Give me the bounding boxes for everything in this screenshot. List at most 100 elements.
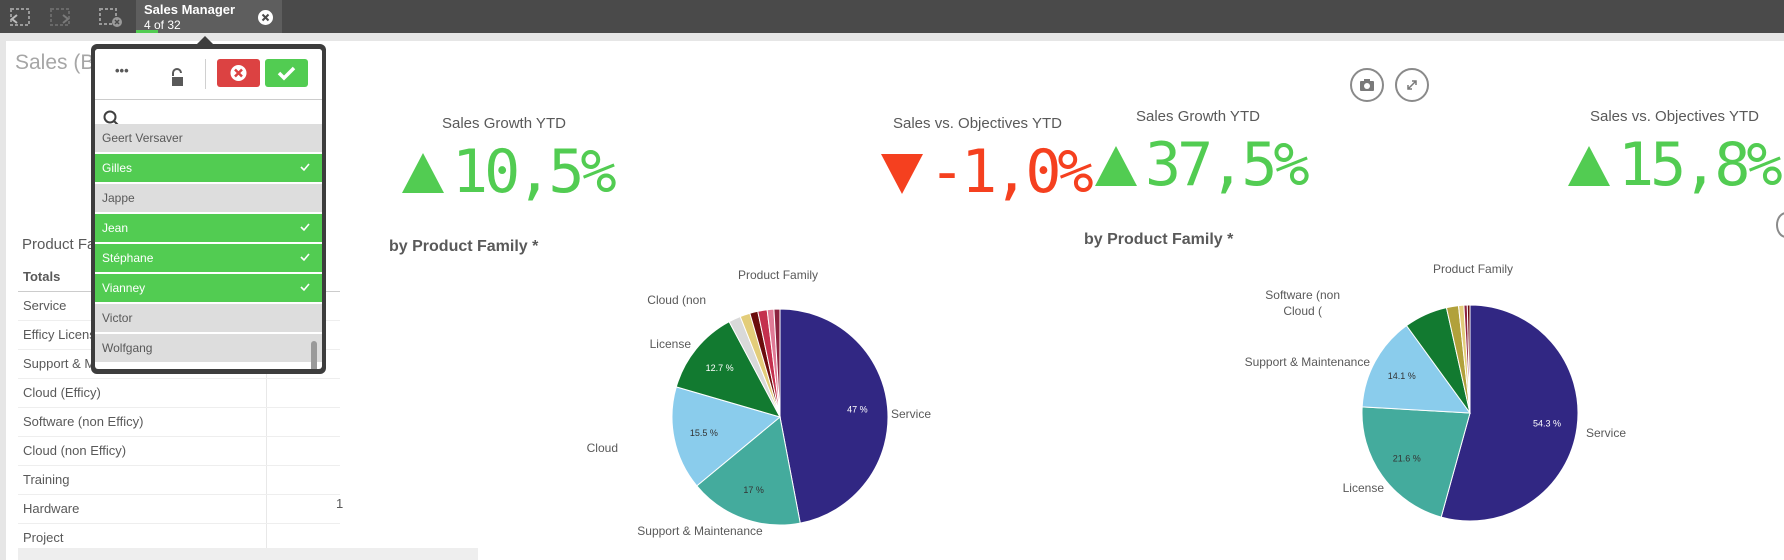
lock-icon[interactable] xyxy=(169,64,185,92)
listbox-item[interactable]: Geert Versaver xyxy=(95,124,322,153)
pie-slice[interactable] xyxy=(779,308,889,524)
pie-slice-value: 14.1 % xyxy=(1388,371,1416,381)
listbox-item[interactable]: Victor xyxy=(95,304,322,333)
pie-slice-label: License xyxy=(1343,481,1385,495)
cancel-icon xyxy=(230,65,247,81)
table-row[interactable]: Cloud (Efficy) xyxy=(18,378,340,408)
check-icon xyxy=(300,253,310,262)
sheet-title: Sales (B xyxy=(15,51,95,74)
pie-slice-value: 15.5 % xyxy=(690,428,718,438)
listbox-panel: ••• Ge xyxy=(95,49,322,369)
pie-slice-label: Service xyxy=(1586,426,1626,440)
popup-arrow xyxy=(196,36,214,45)
kpi-title: Sales Growth YTD xyxy=(1136,108,1260,125)
step-forward-icon[interactable] xyxy=(48,6,74,28)
listbox-item-label: Vianney xyxy=(102,281,146,295)
table-row[interactable]: Cloud (non Efficy) xyxy=(18,436,340,466)
snapshot-button[interactable] xyxy=(1350,68,1384,102)
listbox-item-label: Stéphane xyxy=(102,251,154,265)
kpi-value: 10,5% xyxy=(452,137,617,207)
table-cell-value: 1 xyxy=(336,496,344,511)
kpi-value: 37,5% xyxy=(1145,130,1310,200)
pie-slice-value: 17 % xyxy=(743,485,764,495)
pie-slice-label: Cloud (non xyxy=(647,293,706,307)
listbox-item[interactable]: Stéphane xyxy=(95,244,322,273)
selections-bar xyxy=(0,0,1784,33)
pie-slice-label: Cloud xyxy=(587,441,618,455)
clear-selections-icon[interactable] xyxy=(98,6,124,28)
table-footer-row xyxy=(18,548,478,560)
check-icon xyxy=(300,283,310,292)
pie-chart-product-family[interactable]: 54.3 % 21.6 % 14.1 % Service License Support … xyxy=(1230,255,1670,540)
check-icon xyxy=(300,223,310,232)
table-row[interactable]: Training xyxy=(18,465,340,495)
table-header: Product Fa xyxy=(22,236,96,253)
listbox-item[interactable]: Vianney xyxy=(95,274,322,303)
table-row-label: Software (non Efficy) xyxy=(23,414,144,429)
listbox-toolbar: ••• xyxy=(95,49,322,99)
close-icon[interactable] xyxy=(257,9,274,26)
triangle-up-icon xyxy=(1568,146,1610,186)
table-row-label: Project xyxy=(23,530,64,545)
pie-title: Product Family xyxy=(1433,262,1513,276)
triangle-up-icon xyxy=(402,153,444,193)
table-row[interactable]: Support & M xyxy=(18,349,340,379)
menu-button[interactable] xyxy=(1776,212,1784,238)
pie-slice[interactable] xyxy=(1361,324,1472,414)
pie-slice-label: Software (non xyxy=(1265,288,1340,302)
toolbar-divider xyxy=(205,59,206,89)
pie-slice[interactable] xyxy=(671,386,782,487)
pie-slice[interactable] xyxy=(1361,406,1471,518)
listbox-item[interactable]: Wolfgang xyxy=(95,334,322,363)
table-row[interactable]: Software (non Efficy) xyxy=(18,407,340,437)
listbox-item-label: Geert Versaver xyxy=(102,131,183,145)
pie-slice[interactable] xyxy=(696,416,801,526)
pie-slice-label: Support & Maintenance xyxy=(637,524,763,538)
triangle-up-icon xyxy=(1095,146,1137,186)
table-row-label: Training xyxy=(23,472,70,487)
listbox-items: Geert Versaver Gilles Jappe Jean Stéphane Via… xyxy=(95,124,322,368)
kpi-title: Sales vs. Objectives YTD xyxy=(893,115,1062,132)
listbox-item-label: Victor xyxy=(102,311,133,325)
listbox-scrollbar[interactable] xyxy=(311,341,317,369)
pie-slice-value: 21.6 % xyxy=(1393,453,1421,463)
pie-slice-value: 54.3 % xyxy=(1533,418,1561,428)
selection-count: 4 of 32 xyxy=(144,18,181,32)
kpi-value: 15,8% xyxy=(1618,130,1783,200)
camera-icon xyxy=(1360,79,1374,91)
pie-slice-label: Support & Maintenance xyxy=(1245,355,1371,369)
table-row-label: Cloud (non Efficy) xyxy=(23,443,127,458)
listbox-item-label: Gilles xyxy=(102,161,133,175)
table-row-label: Cloud (Efficy) xyxy=(23,385,101,400)
selection-tab-sales-manager[interactable]: Sales Manager 4 of 32 xyxy=(136,0,282,33)
table-row-label: Support & M xyxy=(23,356,96,371)
kpi-title: Sales Growth YTD xyxy=(442,115,566,132)
expand-icon xyxy=(1407,80,1417,90)
pie-slice-value: 12.7 % xyxy=(706,363,734,373)
selections-bar-divider xyxy=(0,33,1784,41)
check-icon xyxy=(300,163,310,172)
pie-slice[interactable] xyxy=(1440,304,1579,522)
pie-slice-label: Service xyxy=(891,407,931,421)
selection-listbox-popup: ••• Ge xyxy=(91,44,326,374)
listbox-item[interactable]: Gilles xyxy=(95,154,322,183)
listbox-item-label: Jean xyxy=(102,221,129,235)
more-options-button[interactable]: ••• xyxy=(115,63,129,78)
confirm-selection-button[interactable] xyxy=(265,59,308,87)
listbox-item-label: Jappe xyxy=(102,191,135,205)
listbox-item[interactable]: Jappe xyxy=(95,184,322,213)
table-row[interactable]: Hardware xyxy=(18,494,340,524)
pie-title: Product Family xyxy=(738,268,818,282)
pie-slice[interactable] xyxy=(773,308,781,418)
pie-slice[interactable] xyxy=(675,321,781,418)
table-row-label: Hardware xyxy=(23,501,80,516)
cancel-selection-button[interactable] xyxy=(217,59,260,87)
listbox-item-label: Wolfgang xyxy=(102,341,153,355)
table-row-label: Totals xyxy=(23,269,61,284)
fullscreen-button[interactable] xyxy=(1395,68,1429,102)
listbox-item[interactable]: Jean xyxy=(95,214,322,243)
chart-subtitle: by Product Family * xyxy=(1084,231,1234,248)
pie-slice[interactable] xyxy=(1466,304,1471,414)
step-back-icon[interactable] xyxy=(8,6,34,28)
pie-chart-product-family[interactable]: 47 % 17 % 15.5 % 12.7 % Service Support & Mai… xyxy=(560,260,980,560)
